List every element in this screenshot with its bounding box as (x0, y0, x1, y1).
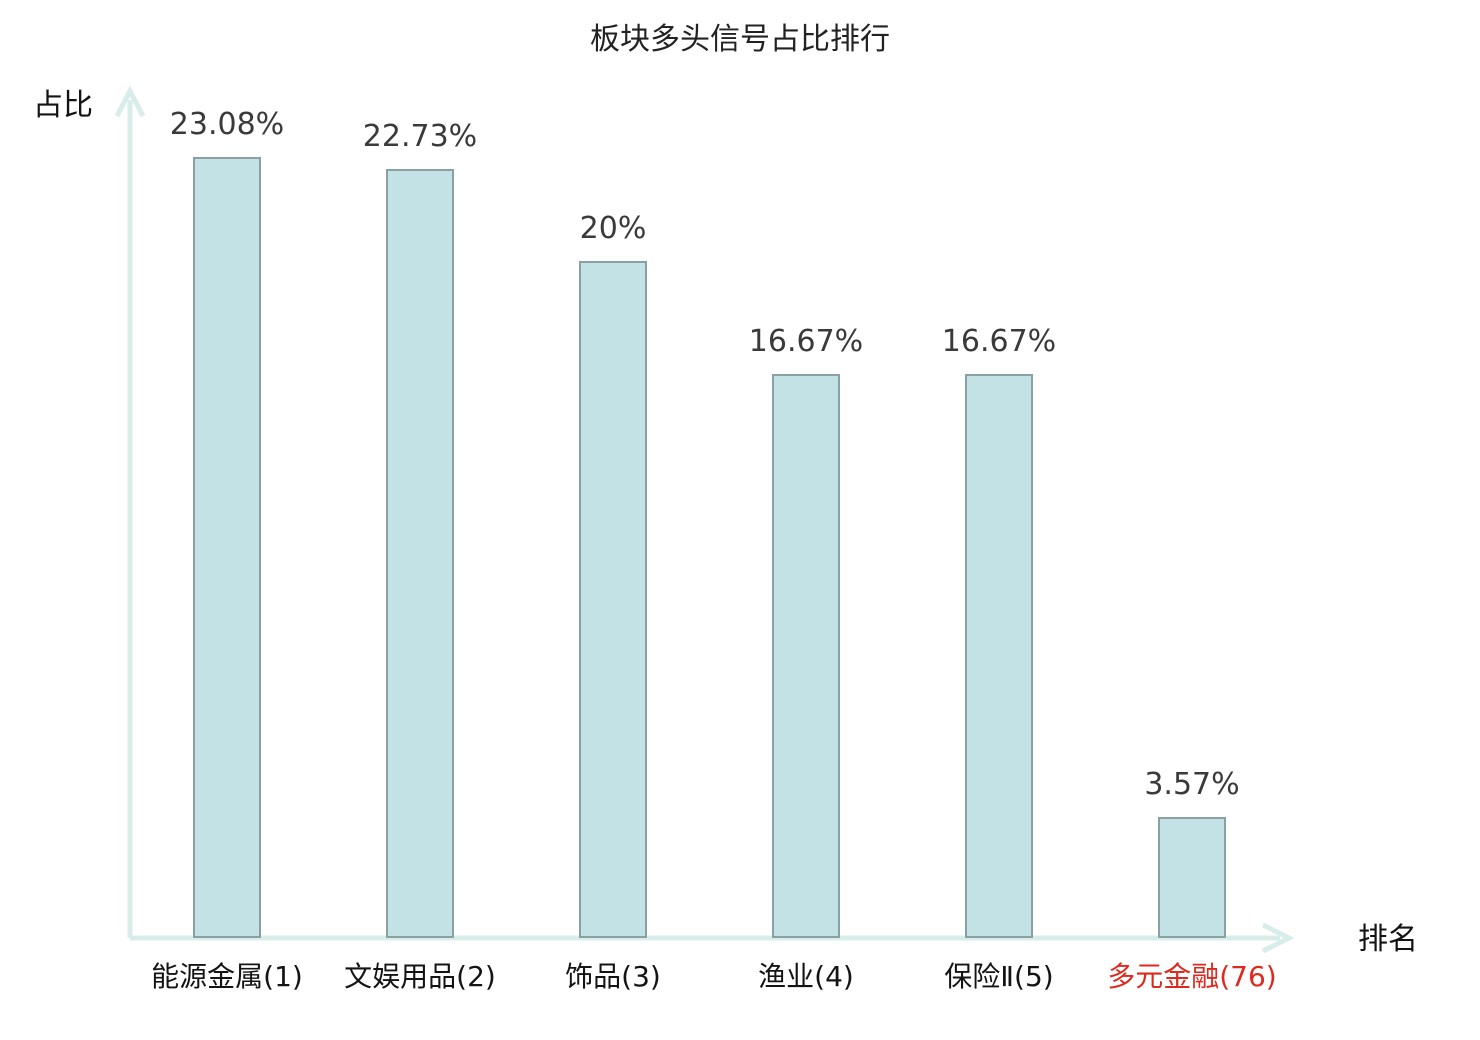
bar-4 (772, 373, 840, 938)
bar-3 (579, 261, 647, 938)
bar-value-label-5: 16.67% (941, 323, 1057, 359)
bar-value-label-2: 22.73% (362, 118, 478, 154)
x-axis-arrow-icon (1261, 922, 1295, 954)
bar-value-label-1: 23.08% (169, 106, 285, 142)
category-label-3: 饰品(3) (565, 960, 661, 993)
bar-1 (193, 156, 261, 938)
y-axis-title: 占比 (33, 88, 93, 123)
category-label-2: 文娱用品(2) (344, 960, 496, 993)
bar-6 (1158, 817, 1226, 938)
bar-5 (965, 373, 1033, 938)
bar-value-label-4: 16.67% (748, 323, 864, 359)
category-label-5: 保险Ⅱ(5) (944, 960, 1054, 993)
bar-value-label-6: 3.57% (1144, 767, 1240, 803)
bar-value-label-3: 20% (579, 211, 647, 246)
bar-2 (386, 168, 454, 938)
x-axis-title: 排名 (1358, 922, 1418, 957)
category-label-4: 渔业(4) (758, 960, 854, 993)
chart-title: 板块多头信号占比排行 (590, 22, 890, 57)
y-axis-arrow-icon (114, 85, 146, 118)
category-label-1: 能源金属(1) (151, 960, 303, 993)
category-label-6: 多元金融(76) (1107, 960, 1277, 993)
